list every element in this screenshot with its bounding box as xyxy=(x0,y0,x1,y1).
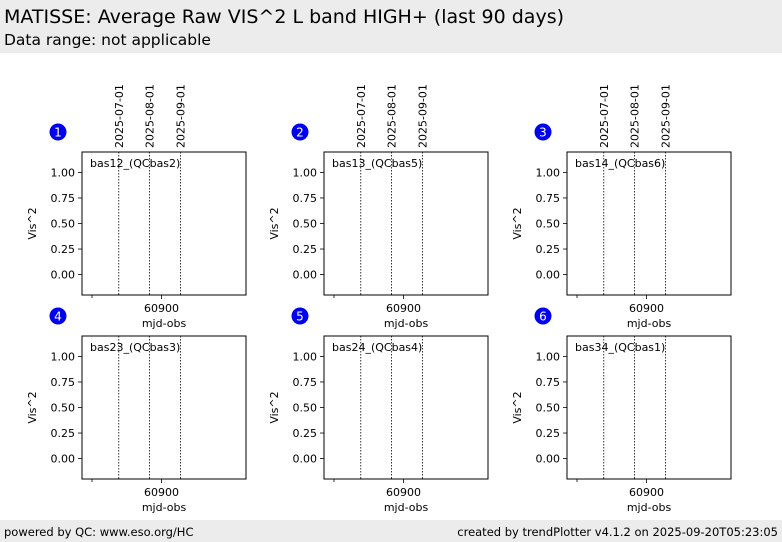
panel-number: 1 xyxy=(54,126,62,140)
x-tick-label: 60900 xyxy=(386,486,421,499)
date-marker-label: 2025-09-01 xyxy=(659,84,672,148)
y-tick-label: 0.00 xyxy=(51,453,76,466)
y-axis-label: Vis^2 xyxy=(511,391,524,423)
y-tick-label: 0.50 xyxy=(536,402,561,415)
y-tick-label: 1.00 xyxy=(51,350,76,363)
y-tick-label: 0.50 xyxy=(293,218,318,231)
panel-number-badge xyxy=(49,123,67,141)
panel-label: bas14_(QCbas6) xyxy=(575,157,665,170)
panel-label: bas13_(QCbas5) xyxy=(332,157,422,170)
y-tick-label: 0.00 xyxy=(293,453,318,466)
y-tick-label: 0.00 xyxy=(536,453,561,466)
x-axis-label: mjd-obs xyxy=(142,501,187,514)
y-axis-label: Vis^2 xyxy=(511,207,524,239)
y-tick-label: 0.00 xyxy=(51,269,76,282)
date-marker-label: 2025-07-01 xyxy=(113,84,126,148)
footer-created: created by trendPlotter v4.1.2 on 2025-0… xyxy=(457,525,778,539)
date-marker-label: 2025-08-01 xyxy=(629,84,642,148)
y-tick-label: 0.75 xyxy=(51,192,76,205)
x-tick-label: 60900 xyxy=(144,486,179,499)
y-tick-label: 0.75 xyxy=(51,376,76,389)
y-tick-label: 0.25 xyxy=(51,427,76,440)
y-tick-label: 0.25 xyxy=(536,427,561,440)
y-tick-label: 1.00 xyxy=(293,350,318,363)
x-axis-label: mjd-obs xyxy=(142,317,187,330)
y-tick-label: 0.50 xyxy=(536,218,561,231)
panel-number-badge xyxy=(534,307,552,325)
panel-frame xyxy=(323,335,489,480)
panel-frame xyxy=(81,335,247,480)
panel-label: bas24_(QCbas4) xyxy=(332,341,422,354)
panel-label: bas34_(QCbas1) xyxy=(575,341,665,354)
y-tick-label: 0.00 xyxy=(293,269,318,282)
chart-grid: 0.00 0.25 0.50 0.75 1.00 60900 mjd-obs Vis^2 bas… xyxy=(26,84,732,514)
panel-number: 2 xyxy=(296,126,304,140)
panel-label: bas12_(QCbas2) xyxy=(90,157,180,170)
x-axis-label: mjd-obs xyxy=(384,501,429,514)
header: MATISSE: Average Raw VIS^2 L band HIGH+ … xyxy=(0,0,782,53)
y-tick-label: 0.25 xyxy=(293,243,318,256)
y-tick-label: 0.50 xyxy=(51,402,76,415)
y-tick-label: 0.25 xyxy=(536,243,561,256)
page-title: MATISSE: Average Raw VIS^2 L band HIGH+ … xyxy=(4,6,564,28)
footer-credit: powered by QC: www.eso.org/HC xyxy=(4,525,194,539)
panel-number: 4 xyxy=(54,310,62,324)
panel-number-badge xyxy=(291,123,309,141)
date-marker-label: 2025-07-01 xyxy=(598,84,611,148)
panel-number: 3 xyxy=(539,126,547,140)
x-axis-label: mjd-obs xyxy=(627,501,672,514)
panel-frame xyxy=(323,151,489,296)
y-axis-label: Vis^2 xyxy=(268,207,281,239)
y-tick-label: 1.00 xyxy=(293,166,318,179)
y-tick-label: 0.75 xyxy=(536,376,561,389)
y-tick-label: 0.50 xyxy=(51,218,76,231)
y-tick-label: 1.00 xyxy=(536,350,561,363)
y-tick-label: 0.75 xyxy=(293,376,318,389)
y-tick-label: 0.00 xyxy=(536,269,561,282)
panel-number: 5 xyxy=(296,310,304,324)
date-marker-label: 2025-09-01 xyxy=(174,84,187,148)
x-axis-label: mjd-obs xyxy=(627,317,672,330)
y-tick-label: 1.00 xyxy=(51,166,76,179)
y-tick-label: 0.75 xyxy=(293,192,318,205)
panel-number-badge xyxy=(291,307,309,325)
panel-number-badge xyxy=(534,123,552,141)
panel-frame xyxy=(566,151,732,296)
y-axis-label: Vis^2 xyxy=(26,207,39,239)
y-tick-label: 0.50 xyxy=(293,402,318,415)
x-axis-label: mjd-obs xyxy=(384,317,429,330)
x-tick-label: 60900 xyxy=(629,302,664,315)
y-tick-label: 0.25 xyxy=(51,243,76,256)
date-marker-label: 2025-07-01 xyxy=(355,84,368,148)
y-axis-label: Vis^2 xyxy=(268,391,281,423)
panel-label: bas23_(QCbas3) xyxy=(90,341,180,354)
date-marker-label: 2025-09-01 xyxy=(416,84,429,148)
date-marker-label: 2025-08-01 xyxy=(386,84,399,148)
y-tick-label: 1.00 xyxy=(536,166,561,179)
x-tick-label: 60900 xyxy=(386,302,421,315)
panel-frame xyxy=(566,335,732,480)
panel-frame xyxy=(81,151,247,296)
y-tick-label: 0.75 xyxy=(536,192,561,205)
page-subtitle: Data range: not applicable xyxy=(4,31,211,49)
footer: powered by QC: www.eso.org/HC created by… xyxy=(0,520,782,542)
date-marker-label: 2025-08-01 xyxy=(144,84,157,148)
panel-number-badge xyxy=(49,307,67,325)
x-tick-label: 60900 xyxy=(144,302,179,315)
x-tick-label: 60900 xyxy=(629,486,664,499)
y-axis-label: Vis^2 xyxy=(26,391,39,423)
panel-number: 6 xyxy=(539,310,547,324)
y-tick-label: 0.25 xyxy=(293,427,318,440)
